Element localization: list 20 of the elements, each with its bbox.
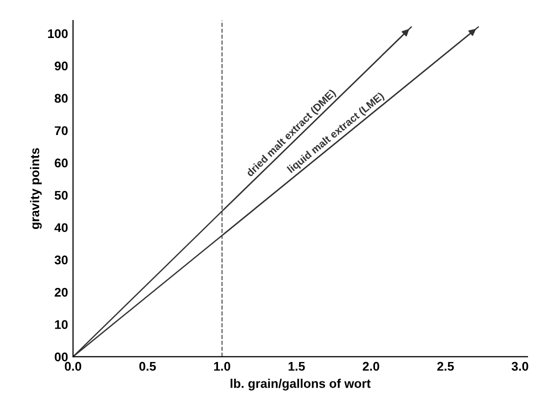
y-tick-label: 40 xyxy=(54,223,68,232)
x-tick-label: 1.0 xyxy=(214,362,230,371)
y-tick-label: 60 xyxy=(54,158,68,168)
x-tick-label: 0.5 xyxy=(139,362,156,371)
x-tick-label: 3.0 xyxy=(512,362,528,371)
y-tick-label: 90 xyxy=(54,62,68,70)
x-axis-title: lb. grain/gallons of wort xyxy=(230,378,371,390)
y-tick-label: 70 xyxy=(54,126,68,136)
y-tick-label: 80 xyxy=(54,94,68,103)
x-tick-label: 1.5 xyxy=(288,362,305,371)
x-tick-label: 0.0 xyxy=(64,362,82,371)
y-axis-title: gravity points xyxy=(30,148,42,230)
y-tick-label: 50 xyxy=(54,190,68,200)
y-tick-label: 100 xyxy=(48,29,68,38)
y-tick-label: 10 xyxy=(55,320,68,330)
x-tick-label: 2.5 xyxy=(437,362,454,371)
y-tick-label: 30 xyxy=(54,256,68,264)
x-tick-label: 2.0 xyxy=(362,362,380,371)
y-tick-label: 00 xyxy=(54,352,68,362)
y-tick-label: 20 xyxy=(54,288,68,297)
